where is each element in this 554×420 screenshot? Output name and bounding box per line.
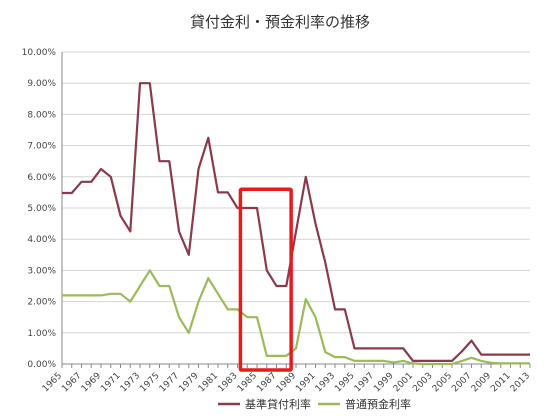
highlight-box [238, 187, 293, 372]
y-tick-label: 7.00% [27, 142, 56, 152]
x-tick-label: 2001 [392, 371, 415, 394]
x-tick-label: 1991 [294, 371, 317, 394]
y-tick-label: 1.00% [27, 329, 56, 339]
x-tick-label: 1977 [158, 371, 181, 394]
x-tick-label: 2003 [411, 371, 434, 394]
x-tick-label: 1983 [216, 371, 239, 394]
y-tick-label: 3.00% [27, 266, 56, 276]
y-tick-label: 5.00% [27, 204, 56, 214]
annotations [238, 187, 293, 372]
x-tick-label: 2009 [470, 371, 493, 394]
y-tick-label: 10.00% [22, 48, 57, 58]
x-tick-label: 1981 [197, 371, 220, 394]
legend-label-deposit-rate: 普通預金利率 [345, 397, 411, 411]
x-tick-label: 1987 [255, 371, 278, 394]
x-tick-label: 1969 [80, 371, 103, 394]
y-tick-label: 6.00% [27, 173, 56, 183]
gridlines [62, 51, 530, 365]
y-tick-label: 9.00% [27, 79, 56, 89]
x-tick-label: 1979 [177, 371, 200, 394]
x-tick-label: 1967 [60, 371, 83, 394]
series-lines [62, 82, 530, 366]
x-tick-label: 2007 [450, 371, 473, 394]
x-tick-label: 1999 [372, 371, 395, 394]
legend: 基準貸付利率 普通預金利率 [218, 397, 411, 411]
x-tick-label: 2011 [489, 371, 512, 394]
x-tick-label: 1971 [99, 371, 122, 394]
x-tick-label: 1985 [236, 371, 259, 394]
legend-label-lending-rate: 基準貸付利率 [245, 397, 311, 411]
x-tick-label: 1995 [333, 371, 356, 394]
x-tick-label: 1973 [119, 371, 142, 394]
y-tick-label: 2.00% [27, 298, 56, 308]
x-tick-label: 2013 [509, 371, 532, 394]
x-tick-label: 1975 [138, 371, 161, 394]
y-tick-label: 8.00% [27, 110, 56, 120]
y-tick-label: 0.00% [27, 360, 56, 370]
x-tick-label: 1997 [353, 371, 376, 394]
series-line-deposit-rate [62, 269, 530, 366]
x-tick-label: 1965 [41, 371, 64, 394]
y-axis: 0.00% 1.00% 2.00% 3.00% 4.00% 5.00% 6.00% 7.00%… [22, 48, 63, 370]
chart-title: 貸付金利・預金利率の推移 [190, 13, 370, 31]
series-line-lending-rate [62, 82, 530, 362]
x-tick-label: 1989 [275, 371, 298, 394]
x-tick-label: 1993 [314, 371, 337, 394]
y-tick-label: 4.00% [27, 235, 56, 245]
x-tick-label: 2005 [431, 371, 454, 394]
